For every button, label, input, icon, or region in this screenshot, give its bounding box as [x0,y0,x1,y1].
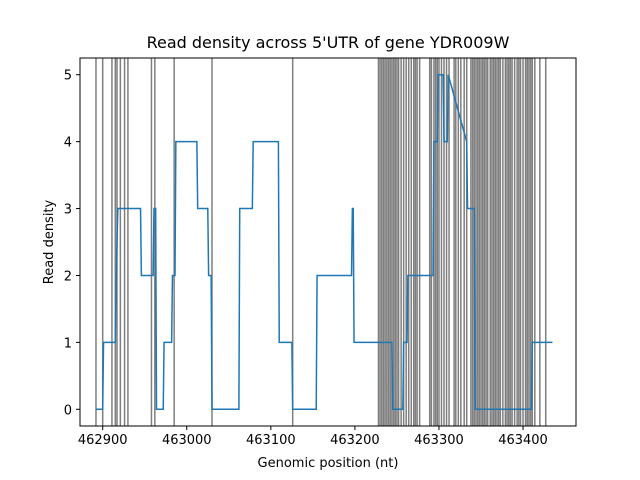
plot-frame [79,57,577,427]
x-tick-label: 462900 [78,433,128,448]
chart-title: Read density across 5'UTR of gene YDR009… [147,33,510,52]
y-tick-label: 3 [64,203,72,218]
y-tick-label: 2 [64,269,72,284]
y-tick-label: 5 [64,69,72,84]
series-layer [95,73,553,411]
vline-layer [95,58,547,426]
y-tick-label: 4 [64,136,72,151]
x-axis-label: Genomic position (nt) [258,456,399,471]
x-tick-label: 463100 [246,433,296,448]
y-axis-label: Read density [42,199,57,284]
y-tick-label: 0 [64,403,72,418]
axis-layer: 462900 463000 463100 463200 463300 463400 0 1 2 3… [64,69,548,448]
x-tick-label: 463300 [414,433,464,448]
x-tick-label: 463000 [162,433,212,448]
x-tick-label: 463400 [498,433,548,448]
series-line [95,73,553,411]
x-tick-label: 463200 [330,433,380,448]
y-tick-label: 1 [64,336,72,351]
